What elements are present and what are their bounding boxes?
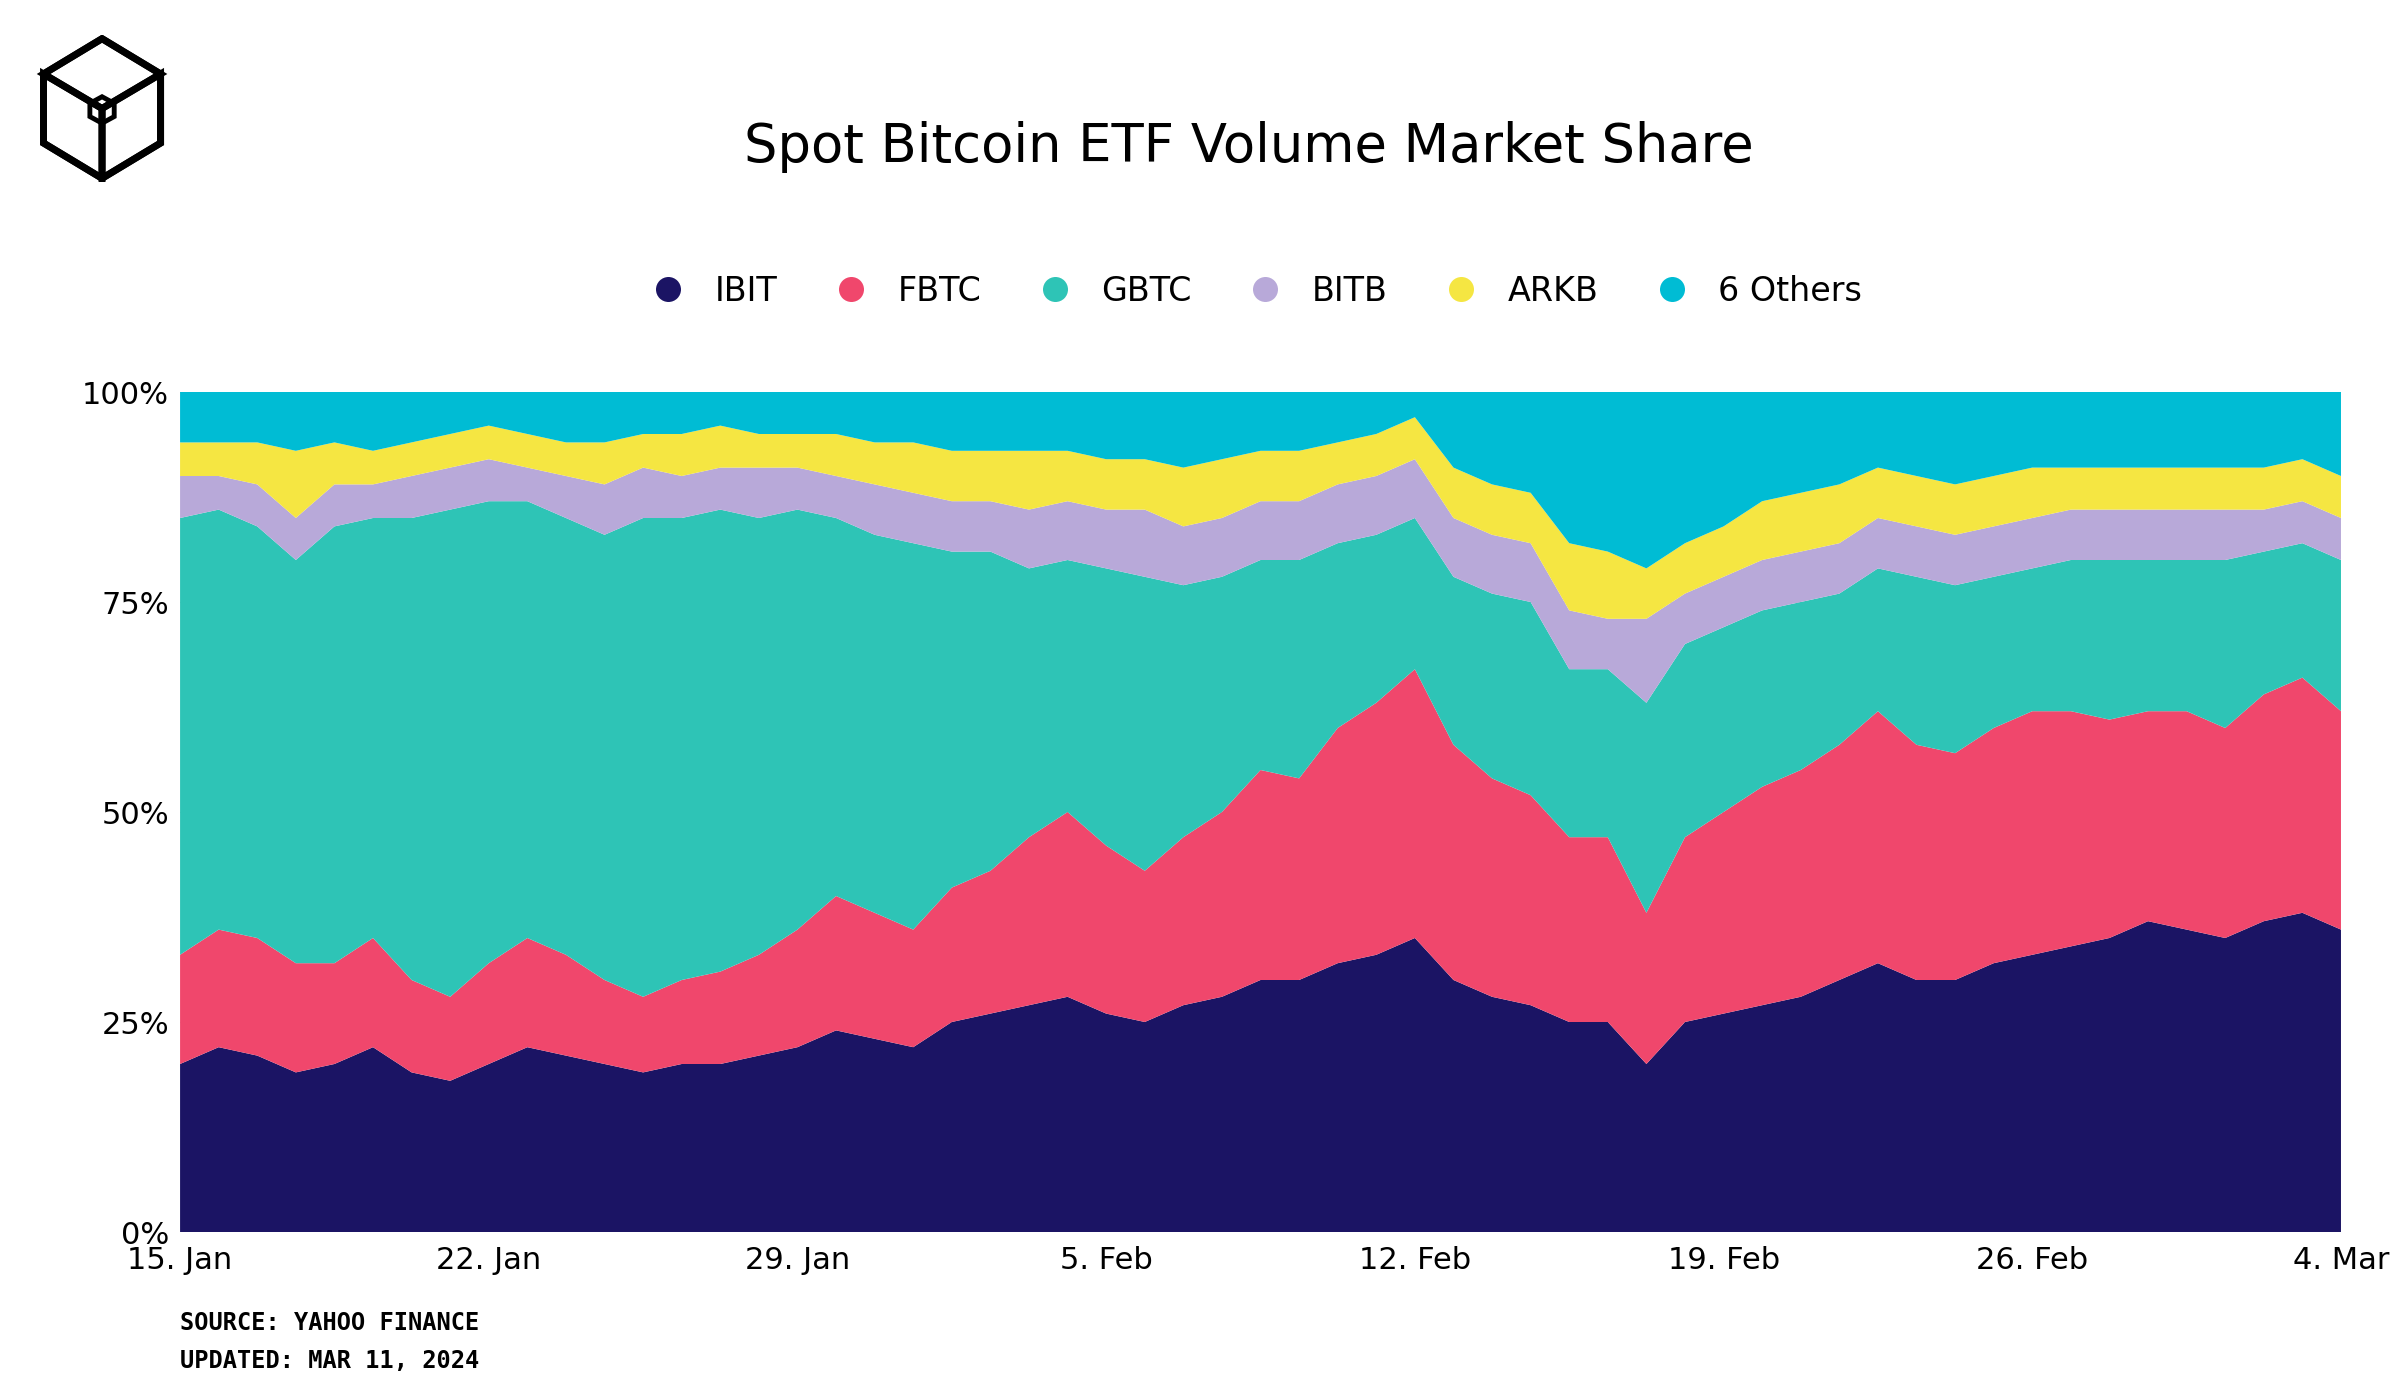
- Text: UPDATED: MAR 11, 2024: UPDATED: MAR 11, 2024: [180, 1348, 480, 1373]
- Text: Spot Bitcoin ETF Volume Market Share: Spot Bitcoin ETF Volume Market Share: [744, 120, 1753, 174]
- Legend: IBIT, FBTC, GBTC, BITB, ARKB, 6 Others: IBIT, FBTC, GBTC, BITB, ARKB, 6 Others: [622, 262, 1875, 322]
- Text: SOURCE: YAHOO FINANCE: SOURCE: YAHOO FINANCE: [180, 1310, 480, 1336]
